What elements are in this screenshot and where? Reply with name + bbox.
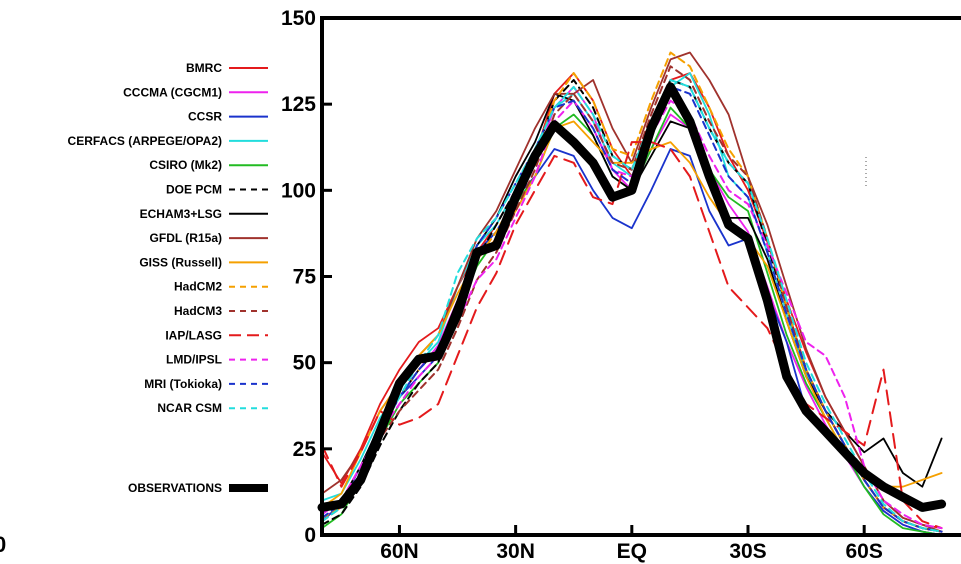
legend-item-iap-lasg: IAP/LASG	[165, 328, 268, 342]
legend-label: BMRC	[186, 61, 222, 75]
legend-item-doe-pcm: DOE PCM	[166, 183, 268, 197]
x-tick-label: 60S	[845, 540, 882, 563]
legend-item-echam3-lsg: ECHAM3+LSG	[140, 207, 268, 221]
y-tick-label: 125	[281, 93, 316, 116]
legend-label: GISS (Russell)	[139, 255, 222, 269]
legend-item-hadcm2: HadCM2	[174, 280, 268, 294]
legend-item-csiro-mk2: CSIRO (Mk2)	[149, 158, 268, 172]
legend-label: HadCM2	[174, 280, 222, 294]
series-line-lmd-ipsl	[321, 99, 943, 530]
legend-label: CSIRO (Mk2)	[149, 158, 222, 172]
legend-label: DOE PCM	[166, 183, 222, 197]
series-line-doe-pcm	[321, 79, 943, 533]
legend-item-lmd-ipsl: LMD/IPSL	[166, 353, 268, 367]
legend-label: CCCMA (CGCM1)	[123, 85, 222, 99]
legend-item-ccsr: CCSR	[188, 110, 268, 124]
series-line-csiro-mk2	[321, 106, 943, 536]
x-tick-label: 60N	[380, 540, 419, 563]
legend-item-cccma-cgcm1: CCCMA (CGCM1)	[123, 85, 268, 99]
legend-label: LMD/IPSL	[166, 353, 222, 367]
legend-label: CCSR	[188, 110, 222, 124]
y-tick-label: 25	[293, 438, 317, 461]
series-line-ncar-csm	[321, 79, 943, 533]
legend-item-observations: OBSERVATIONS	[128, 481, 268, 495]
legend-item-mri-tokioka: MRI (Tokioka)	[144, 377, 268, 391]
y-tick-label: 75	[293, 266, 317, 289]
legend-item-hadcm3: HadCM3	[174, 304, 268, 318]
series-line-hadcm3	[321, 65, 943, 533]
x-tick-label: 30N	[496, 540, 535, 563]
axes	[320, 16, 961, 537]
corner-label: 0	[0, 532, 6, 557]
legend-item-gfdl-r15a: GFDL (R15a)	[150, 231, 268, 245]
x-ticks: 60N 30N EQ 30S 60S	[380, 525, 883, 563]
legend-item-giss-russell: GISS (Russell)	[139, 255, 268, 269]
legend-label: CERFACS (ARPEGE/OPA2)	[68, 134, 222, 148]
y-tick-label: 100	[281, 179, 316, 202]
series-line-iap-lasg	[321, 141, 943, 530]
legend-label: MRI (Tokioka)	[144, 377, 222, 391]
legend-label: IAP/LASG	[165, 328, 222, 342]
x-tick-label: 30S	[729, 540, 766, 563]
legend: BMRC CCCMA (CGCM1) CCSR CERFACS (ARPEGE/OPA…	[68, 61, 268, 495]
y-tick-label: 150	[281, 7, 316, 30]
legend-item-bmrc: BMRC	[186, 61, 268, 75]
legend-label: ECHAM3+LSG	[140, 207, 222, 221]
legend-label: OBSERVATIONS	[128, 481, 222, 495]
legend-item-cerfacs-arpege-opa2: CERFACS (ARPEGE/OPA2)	[68, 134, 268, 148]
legend-item-ncar-csm: NCAR CSM	[157, 401, 268, 415]
y-tick-label: 0	[304, 524, 316, 547]
y-ticks: 0 25 50 75 100 125 150	[281, 7, 332, 547]
legend-label: GFDL (R15a)	[150, 231, 222, 245]
x-tick-label: EQ	[617, 540, 647, 563]
series-line-ccsr	[321, 148, 943, 536]
y-tick-label: 50	[293, 352, 316, 375]
legend-label: HadCM3	[174, 304, 222, 318]
legend-label: NCAR CSM	[157, 401, 222, 415]
plot-lines	[317, 51, 947, 536]
series-line-observations	[317, 82, 947, 512]
